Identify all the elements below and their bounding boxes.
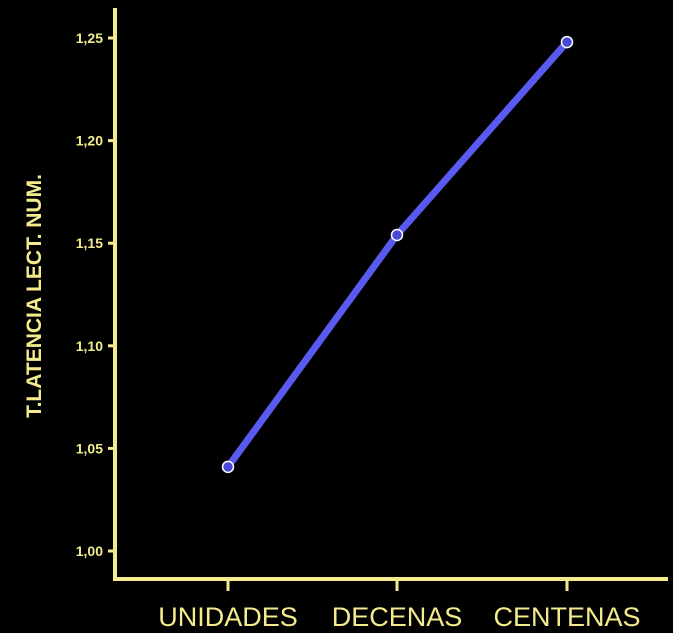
series-line (224, 38, 571, 471)
y-ticks: 1,00 1,05 1,10 1,15 1,20 1,25 (76, 30, 115, 559)
y-tick-label: 1,25 (76, 30, 103, 46)
data-point (560, 35, 574, 49)
y-tick-label: 1,15 (76, 235, 103, 251)
x-ticks: UNIDADES DECENAS CENTENAS (158, 579, 641, 632)
series-group (221, 35, 574, 474)
x-tick-label: DECENAS (332, 602, 463, 632)
y-tick-label: 1,05 (76, 440, 103, 456)
x-tick-label: CENTENAS (493, 602, 640, 632)
y-tick-label: 1,20 (76, 133, 103, 149)
y-tick-label: 1,10 (76, 338, 103, 354)
y-axis-label: T.LATENCIA LECT. NUM. (23, 174, 46, 418)
y-tick-label: 1,00 (76, 543, 103, 559)
axes (113, 8, 668, 581)
data-point (221, 460, 235, 474)
data-point (390, 228, 404, 242)
x-tick-label: UNIDADES (158, 602, 298, 632)
